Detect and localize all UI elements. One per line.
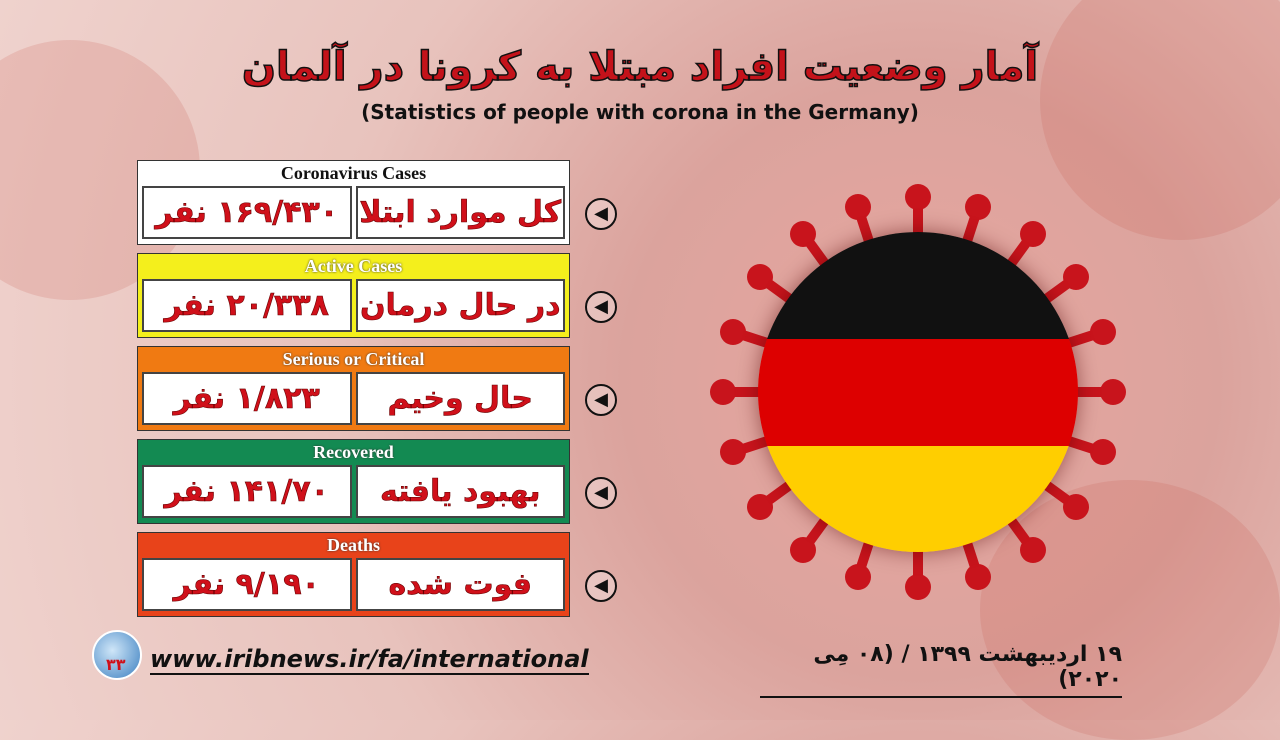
- stat-label: کل موارد ابتلا: [355, 186, 565, 239]
- virus-spike-head: [1019, 221, 1046, 248]
- virus-spike-head: [1090, 439, 1117, 466]
- virus-spike-head: [747, 493, 774, 520]
- flag-stripe-red: [758, 338, 1078, 446]
- stat-header: Serious or Critical: [282, 349, 425, 369]
- virus-spike-head: [905, 574, 931, 600]
- stat-header: Recovered: [313, 442, 394, 462]
- stat-label: بهبود یافته: [355, 465, 565, 518]
- virus-spike-head: [1019, 536, 1046, 563]
- stat-header: Active Cases: [304, 256, 403, 276]
- virus-spike-head: [965, 193, 992, 220]
- germany-flag: [758, 232, 1078, 552]
- website-link[interactable]: www.iribnews.ir/fa/international: [150, 645, 589, 675]
- stat-box-serious-or-critical: Serious or Critical ۱/۸۲۳ نفر حال وخیم: [137, 346, 570, 431]
- stat-value: ۹/۱۹۰ نفر: [142, 558, 352, 611]
- virus-spike-head: [844, 564, 871, 591]
- stat-label: حال وخیم: [355, 372, 565, 425]
- virus-spike-head: [790, 221, 817, 248]
- stat-label: فوت شده: [355, 558, 565, 611]
- virus-spike-head: [719, 318, 746, 345]
- page-subtitle: (Statistics of people with corona in the…: [361, 100, 919, 124]
- stat-box-deaths: Deaths ۹/۱۹۰ نفر فوت شده: [137, 532, 570, 617]
- virus-spike-head: [1090, 318, 1117, 345]
- stat-box-recovered: Recovered ۱۴۱/۷۰ نفر بهبود یافته: [137, 439, 570, 524]
- virus-spike: [913, 199, 923, 235]
- stat-value: ۱/۸۲۳ نفر: [142, 372, 352, 425]
- stat-label: در حال درمان: [355, 279, 565, 332]
- stat-value: ۱۴۱/۷۰ نفر: [142, 465, 352, 518]
- chevron-left-circle-icon: ◀: [585, 198, 617, 230]
- virus-spike-head: [844, 193, 871, 220]
- date-label: ۱۹ اردیبهشت ۱۳۹۹ / (۰۸ مِی ۲۰۲۰): [760, 642, 1122, 698]
- page-title: آمار وضعیت افراد مبتلا به کرونا در آلمان: [241, 43, 1039, 91]
- virus-spike-head: [1062, 493, 1089, 520]
- virus-spike-head: [905, 184, 931, 210]
- virus-spike-head: [747, 264, 774, 291]
- virus-spike-head: [710, 379, 736, 405]
- stat-box-coronavirus-cases: Coronavirus Cases ۱۶۹/۴۳۰ نفر کل موارد ا…: [137, 160, 570, 245]
- virus-spike-head: [790, 536, 817, 563]
- iribnews-logo: ۳۳: [92, 630, 142, 680]
- stat-value: ۱۶۹/۴۳۰ نفر: [142, 186, 352, 239]
- chevron-left-circle-icon: ◀: [585, 570, 617, 602]
- virus-spike-head: [1100, 379, 1126, 405]
- logo-text: ۳۳: [106, 655, 126, 674]
- stat-header: Coronavirus Cases: [280, 163, 427, 183]
- chevron-left-circle-icon: ◀: [585, 384, 617, 416]
- virus-spike-head: [965, 564, 992, 591]
- stat-header: Deaths: [327, 535, 380, 555]
- flag-stripe-black: [758, 232, 1078, 339]
- stat-box-active-cases: Active Cases ۲۰/۳۳۸ نفر در حال درمان: [137, 253, 570, 338]
- background-virus: [980, 480, 1280, 740]
- virus-spike-head: [719, 439, 746, 466]
- chevron-left-circle-icon: ◀: [585, 477, 617, 509]
- virus-spike-head: [1062, 264, 1089, 291]
- chevron-left-circle-icon: ◀: [585, 291, 617, 323]
- stat-value: ۲۰/۳۳۸ نفر: [142, 279, 352, 332]
